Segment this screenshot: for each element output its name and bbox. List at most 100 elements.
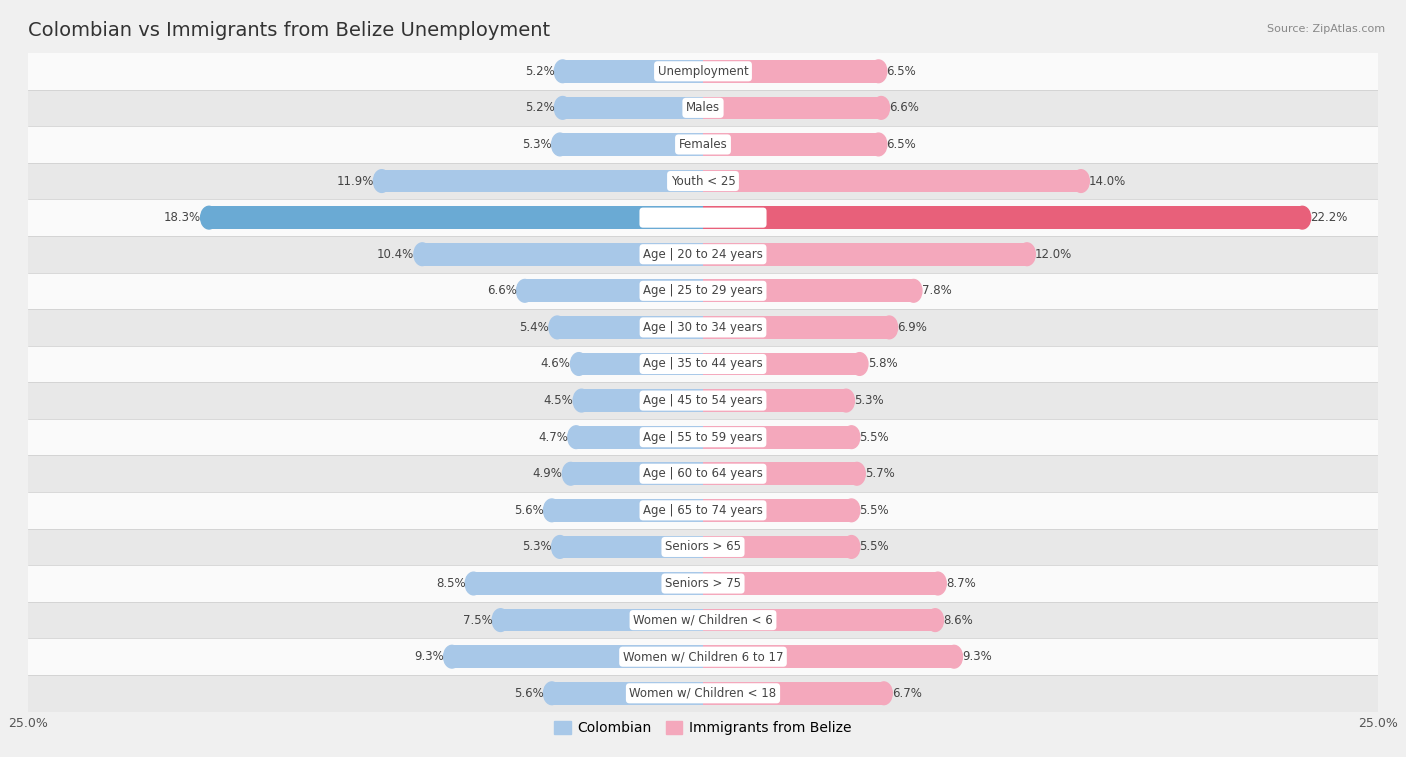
Text: 5.3%: 5.3% [522, 138, 551, 151]
Text: 6.9%: 6.9% [897, 321, 927, 334]
Bar [28, 199, 1378, 236]
Text: 5.4%: 5.4% [519, 321, 550, 334]
Bar [28, 382, 1378, 419]
Text: 11.9%: 11.9% [336, 175, 374, 188]
Bar [703, 60, 879, 83]
Text: 5.2%: 5.2% [524, 101, 554, 114]
Bar [560, 536, 703, 558]
Circle shape [551, 133, 568, 156]
Text: 22.2%: 22.2% [1310, 211, 1348, 224]
Bar [703, 646, 955, 668]
Bar [451, 646, 703, 668]
Circle shape [876, 682, 893, 705]
Bar [571, 463, 703, 485]
Text: 9.3%: 9.3% [415, 650, 444, 663]
Text: 6.6%: 6.6% [889, 101, 920, 114]
Bar [28, 346, 1378, 382]
Bar [209, 207, 703, 229]
Text: Seniors > 65: Seniors > 65 [665, 540, 741, 553]
Bar [551, 499, 703, 522]
Text: 4.6%: 4.6% [541, 357, 571, 370]
Circle shape [905, 279, 922, 302]
Text: 6.7%: 6.7% [891, 687, 922, 699]
Bar [703, 499, 852, 522]
Circle shape [844, 499, 860, 522]
Text: Colombian vs Immigrants from Belize Unemployment: Colombian vs Immigrants from Belize Unem… [28, 21, 550, 40]
Text: 18.3%: 18.3% [163, 211, 201, 224]
Bar [703, 279, 914, 302]
Bar [28, 675, 1378, 712]
Bar [28, 638, 1378, 675]
Text: 14.0%: 14.0% [1090, 175, 1126, 188]
Bar [576, 426, 703, 448]
Circle shape [927, 609, 943, 631]
Text: Age | 65 to 74 years: Age | 65 to 74 years [643, 504, 763, 517]
Text: 8.5%: 8.5% [436, 577, 465, 590]
Circle shape [844, 536, 860, 558]
Text: 5.3%: 5.3% [522, 540, 551, 553]
Text: 10.4%: 10.4% [377, 248, 415, 260]
Text: 6.6%: 6.6% [486, 285, 517, 298]
Text: Women w/ Children 6 to 17: Women w/ Children 6 to 17 [623, 650, 783, 663]
Text: 5.8%: 5.8% [868, 357, 897, 370]
Bar [703, 389, 846, 412]
Legend: Colombian, Immigrants from Belize: Colombian, Immigrants from Belize [548, 716, 858, 741]
Bar [28, 236, 1378, 273]
Bar [382, 170, 703, 192]
Bar [703, 353, 859, 375]
Text: Females: Females [679, 138, 727, 151]
Text: Age | 35 to 44 years: Age | 35 to 44 years [643, 357, 763, 370]
Circle shape [882, 316, 897, 338]
Text: 7.8%: 7.8% [922, 285, 952, 298]
Circle shape [844, 426, 860, 448]
Text: Males: Males [686, 101, 720, 114]
Text: 5.3%: 5.3% [855, 394, 884, 407]
Bar [474, 572, 703, 595]
Text: 9.3%: 9.3% [962, 650, 991, 663]
Bar [703, 536, 852, 558]
Circle shape [516, 279, 533, 302]
Circle shape [870, 133, 887, 156]
Text: Age | 45 to 54 years: Age | 45 to 54 years [643, 394, 763, 407]
Circle shape [574, 389, 591, 412]
Circle shape [838, 389, 855, 412]
Circle shape [374, 170, 389, 192]
Circle shape [568, 426, 585, 448]
Bar [28, 163, 1378, 199]
Bar [703, 97, 882, 119]
Bar [501, 609, 703, 631]
Bar [28, 528, 1378, 565]
Bar [28, 89, 1378, 126]
Circle shape [870, 60, 887, 83]
Bar [582, 389, 703, 412]
Bar [703, 316, 889, 338]
Bar [422, 243, 703, 266]
Circle shape [848, 463, 865, 485]
Bar [703, 609, 935, 631]
Bar [703, 572, 938, 595]
Text: 5.7%: 5.7% [865, 467, 894, 480]
Bar [562, 97, 703, 119]
Text: 5.6%: 5.6% [515, 504, 544, 517]
Circle shape [929, 572, 946, 595]
Bar [28, 419, 1378, 456]
Circle shape [851, 353, 868, 375]
Bar [524, 279, 703, 302]
Bar [28, 492, 1378, 528]
Circle shape [443, 646, 460, 668]
Circle shape [465, 572, 482, 595]
Circle shape [571, 353, 588, 375]
Bar [28, 126, 1378, 163]
Text: 8.7%: 8.7% [946, 577, 976, 590]
Text: 7.5%: 7.5% [463, 614, 492, 627]
Bar [579, 353, 703, 375]
Circle shape [562, 463, 579, 485]
Text: 4.5%: 4.5% [544, 394, 574, 407]
Text: 6.5%: 6.5% [887, 138, 917, 151]
Circle shape [492, 609, 509, 631]
Text: Women w/ Children < 6: Women w/ Children < 6 [633, 614, 773, 627]
Text: Age | 20 to 24 years: Age | 20 to 24 years [643, 248, 763, 260]
Text: 5.5%: 5.5% [859, 504, 889, 517]
Circle shape [1294, 207, 1310, 229]
Bar [703, 243, 1026, 266]
